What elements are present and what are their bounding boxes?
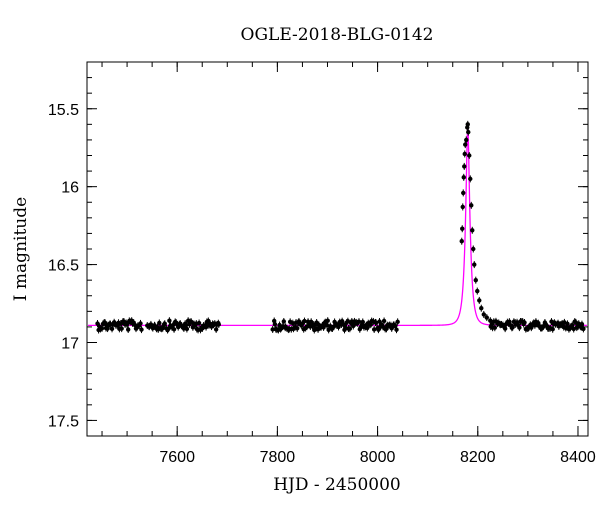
data-point	[377, 319, 382, 324]
data-point	[461, 190, 466, 196]
data-point	[124, 322, 130, 327]
data-point	[162, 321, 167, 326]
data-point	[105, 326, 110, 331]
x-axis-title: HJD - 2450000	[273, 475, 401, 495]
data-point	[360, 319, 365, 325]
data-point	[463, 142, 468, 147]
data-point	[184, 326, 190, 332]
data-point	[464, 137, 469, 143]
data-point	[468, 176, 473, 182]
data-point	[517, 325, 522, 330]
data-point	[345, 319, 351, 324]
data-point	[347, 326, 353, 331]
data-point	[467, 153, 472, 158]
data-point	[395, 319, 400, 325]
data-point	[373, 320, 379, 325]
data-point	[466, 129, 471, 135]
data-point	[479, 306, 484, 311]
data-point	[470, 228, 475, 233]
model-curve	[88, 127, 587, 327]
data-point	[469, 203, 474, 208]
data-point	[171, 327, 177, 332]
chart-title: OGLE-2018-BLG-0142	[241, 25, 434, 45]
data-point	[462, 151, 467, 157]
data-point	[460, 226, 465, 231]
data-point	[484, 315, 489, 320]
data-point	[109, 326, 115, 332]
data-point	[502, 326, 508, 331]
data-point	[302, 318, 307, 324]
data-point	[459, 239, 464, 244]
data-point	[394, 327, 399, 332]
data-point	[471, 246, 476, 252]
data-point	[167, 318, 172, 323]
data-point	[216, 322, 221, 327]
data-point	[139, 327, 144, 332]
x-tick-label: 8200	[460, 449, 496, 466]
y-tick-label: 16.5	[48, 258, 79, 275]
y-tick-label: 16	[61, 180, 79, 197]
data-point	[510, 325, 515, 330]
x-tick-label: 7800	[260, 449, 296, 466]
data-point	[213, 327, 219, 332]
data-point	[295, 326, 300, 331]
data-point	[481, 312, 486, 317]
data-point	[477, 298, 482, 303]
plot-frame	[86, 61, 589, 437]
x-tick-labels: 7600 7800 8000 8200 8400	[159, 449, 595, 466]
data-point	[475, 288, 480, 294]
data-point	[371, 327, 377, 332]
y-tick-label: 17.5	[48, 413, 79, 430]
data-point	[138, 321, 143, 326]
data-point	[365, 325, 370, 331]
data-point	[462, 164, 467, 169]
data-point	[579, 321, 585, 327]
data-point	[472, 262, 477, 267]
data-point	[522, 320, 527, 325]
data-point	[581, 326, 586, 332]
data-points	[95, 120, 586, 334]
data-point	[461, 175, 466, 180]
data-point	[196, 320, 202, 326]
data-point	[465, 122, 470, 127]
data-point	[157, 320, 162, 326]
data-point	[473, 277, 478, 283]
y-tick-label: 15.5	[48, 102, 79, 119]
plot-area	[88, 120, 587, 334]
data-point	[336, 324, 341, 330]
data-point	[565, 321, 570, 327]
data-point	[492, 325, 498, 330]
major-ticks	[87, 62, 588, 436]
data-point	[281, 319, 287, 324]
x-tick-label: 7600	[159, 449, 195, 466]
data-point	[356, 319, 362, 324]
data-point	[119, 326, 124, 331]
data-point	[272, 322, 278, 327]
y-axis-title: I magnitude	[11, 197, 31, 301]
x-tick-label: 8000	[360, 449, 396, 466]
y-tick-labels: 15.5 16 16.5 17 17.5	[48, 102, 79, 431]
data-point	[381, 318, 387, 324]
data-point	[325, 318, 330, 323]
minor-ticks	[87, 62, 588, 437]
data-point	[125, 327, 131, 332]
data-point	[460, 204, 465, 210]
data-point	[550, 327, 555, 332]
data-point	[95, 321, 100, 326]
x-tick-label: 8400	[560, 449, 596, 466]
y-tick-label: 17	[61, 336, 79, 353]
